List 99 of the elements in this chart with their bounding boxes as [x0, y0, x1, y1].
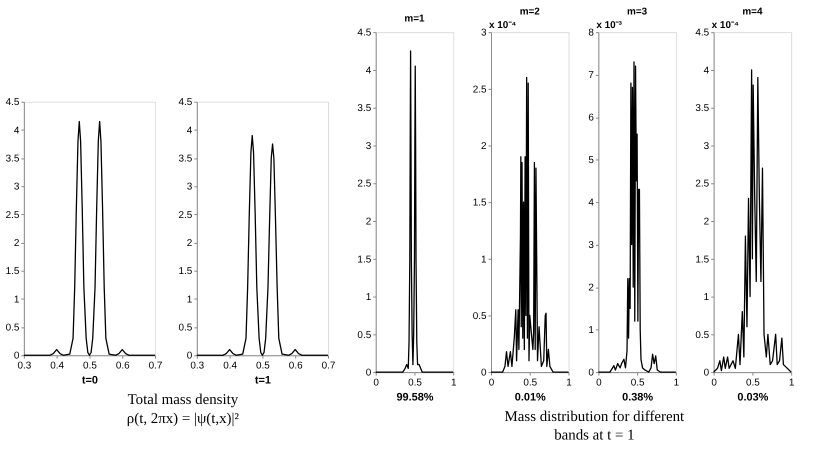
x-tick-label: 0 [373, 378, 380, 389]
x-tick-label: 0.7 [322, 360, 336, 372]
y-tick-label: 4.5 [178, 97, 193, 108]
line-series [490, 76, 570, 373]
y-tick-label: 3.5 [695, 103, 710, 114]
x-axis-title: 0.38% [622, 391, 654, 404]
y-tick-label: 2.5 [178, 210, 193, 221]
x-tick-label: 0.4 [50, 360, 65, 372]
y-tick-label: 1.5 [6, 266, 20, 278]
y-tick-label: 1 [14, 294, 20, 306]
y-tick-label: 2 [366, 216, 372, 228]
text: x 10⁻⁴ [489, 20, 516, 32]
y-tick-label: 3 [704, 140, 710, 152]
y-tick-label: 0 [588, 368, 594, 379]
y-tick-label: 1.5 [472, 198, 487, 209]
y-tick-label: 2.5 [695, 178, 710, 190]
y-tick-label: 6 [588, 112, 594, 124]
y-tick-label: 0.5 [695, 330, 710, 341]
chart-title: m=1 [404, 13, 426, 24]
y-tick-label: 8 [588, 28, 594, 39]
y-tick-label: 3 [366, 140, 372, 152]
y-tick-label: 1 [704, 292, 710, 304]
x-tick-label: 0.6 [288, 360, 304, 372]
x-axis-title: t=1 [254, 374, 271, 387]
x-axis-title: t=0 [82, 374, 98, 387]
y-tick-label: 3 [480, 28, 487, 39]
y-tick-label: 4.5 [357, 28, 372, 39]
x-tick-label: 0.5 [408, 378, 422, 389]
x-tick-label: 0 [711, 378, 718, 389]
x-tick-label: 0.3 [17, 360, 32, 372]
x-tick-label: 0.5 [256, 360, 270, 372]
y-tick-label: 2 [704, 216, 710, 228]
y-tick-label: 2.5 [6, 210, 20, 221]
y-tick-label: 1 [186, 294, 193, 306]
y-tick-label: 0.5 [6, 322, 20, 334]
y-tick-label: 1 [588, 325, 594, 336]
y-tick-label: 2.5 [472, 84, 487, 96]
y-tick-label: 1.5 [178, 266, 193, 278]
y-tick-label: 2 [186, 238, 193, 250]
y-tick-label: 0 [704, 368, 710, 379]
y-tick-label: 4.5 [6, 97, 20, 108]
chart-title: m=4 [742, 6, 763, 18]
y-tick-label: 4 [366, 65, 372, 76]
x-axis-title: 0.03% [737, 391, 769, 404]
y-tick-label: 2.5 [357, 178, 372, 190]
y-tick-label: 1 [366, 292, 372, 304]
y-tick-label: 3 [14, 182, 20, 193]
y-tick-label: 0.5 [357, 330, 372, 341]
text: x 10⁻³ [596, 20, 623, 32]
y-tick-label: 2 [588, 282, 594, 294]
x-axis-title: 99.58% [396, 391, 434, 404]
x-tick-label: 0.5 [746, 378, 760, 389]
x-tick-label: 0.5 [523, 378, 538, 389]
y-tick-label: 4 [588, 198, 594, 209]
x-tick-label: 0.3 [190, 360, 205, 372]
y-tick-label: 0 [186, 350, 193, 362]
y-tick-label: 3 [588, 240, 594, 252]
y-tick-label: 3.5 [178, 154, 193, 165]
y-tick-label: 7 [588, 70, 594, 82]
y-tick-label: 0.5 [472, 310, 487, 322]
y-tick-label: 5 [588, 155, 594, 166]
text: Total mass density [128, 392, 239, 408]
y-tick-label: 2 [14, 238, 20, 250]
chart-title: m=3 [627, 6, 648, 18]
y-tick-label: 4 [704, 65, 710, 76]
y-tick-label: 3.5 [357, 103, 372, 114]
y-tick-label: 3.5 [6, 154, 20, 165]
y-tick-label: 4 [186, 125, 193, 136]
y-tick-label: 1 [480, 254, 487, 266]
y-tick-label: 1.5 [357, 254, 372, 266]
chart-title: m=2 [520, 6, 540, 18]
line-series [598, 61, 677, 373]
text: Mass distribution for different [504, 408, 686, 425]
x-tick-label: 0.5 [630, 378, 645, 389]
x-tick-label: 1 [674, 378, 680, 389]
text: x 10⁻⁴ [712, 20, 739, 32]
text: ρ(t, 2πx) = |ψ(t,x)|² [126, 410, 240, 427]
y-tick-label: 0 [480, 368, 487, 379]
y-tick-label: 4.5 [695, 28, 710, 39]
x-tick-label: 1 [788, 378, 795, 389]
x-axis-title: 0.01% [514, 391, 546, 404]
x-tick-label: 0 [488, 378, 495, 389]
y-tick-label: 3 [186, 182, 193, 193]
x-tick-label: 0.4 [223, 360, 238, 372]
y-tick-label: 2 [480, 140, 487, 152]
x-tick-label: 0 [596, 378, 602, 389]
x-tick-label: 0.7 [148, 360, 163, 372]
x-tick-label: 0.5 [83, 360, 98, 372]
x-tick-label: 0.6 [116, 360, 130, 372]
y-tick-label: 0 [366, 368, 372, 379]
line-series [712, 69, 792, 373]
text: bands at t = 1 [554, 428, 635, 444]
y-tick-label: 0.5 [178, 322, 193, 334]
line-series [375, 50, 454, 373]
y-tick-label: 0 [14, 350, 20, 362]
y-tick-label: 1.5 [695, 254, 710, 266]
y-tick-label: 4 [14, 125, 20, 136]
x-tick-label: 1 [450, 378, 457, 389]
x-tick-label: 1 [566, 378, 572, 389]
